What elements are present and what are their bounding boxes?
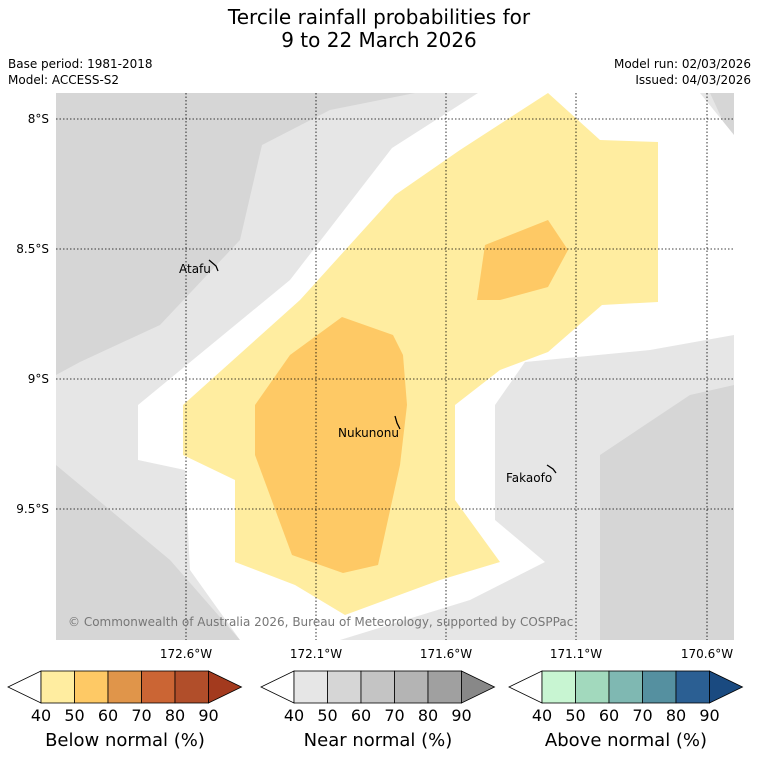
lat-label-9s: 9°S xyxy=(28,372,49,386)
above-normal-colorbar-segment xyxy=(575,670,610,704)
place-label-atafu: Atafu xyxy=(179,262,211,276)
near-normal-colorbar-tick-label: 60 xyxy=(350,706,372,725)
near-normal-colorbar xyxy=(260,670,496,704)
lat-label-8s: 8°S xyxy=(28,112,49,126)
near-normal-colorbar-over-arrow xyxy=(461,670,496,704)
below-normal-50-region-north xyxy=(477,220,568,300)
below-normal-colorbar-segment xyxy=(141,670,176,704)
near-normal-colorbar-segment xyxy=(293,670,328,704)
above-normal-label: Above normal (%) xyxy=(544,730,708,751)
near-normal-colorbar-tick-label: 80 xyxy=(417,706,439,725)
lat-label-8-5s: 8.5°S xyxy=(16,242,49,256)
probability-contours xyxy=(56,93,734,640)
above-normal-colorbar-segment xyxy=(608,670,643,704)
model-run-text: Model run: 02/03/2026 xyxy=(613,57,751,71)
above-normal-colorbar-tick-label: 40 xyxy=(531,706,553,725)
above-normal-colorbar-tick-label: 70 xyxy=(632,706,653,725)
near-normal-colorbar-segment xyxy=(327,670,362,704)
place-label-nukunonu: Nukunonu xyxy=(338,426,399,440)
above-normal-colorbar-segment xyxy=(541,670,576,704)
below-normal-colorbar-segment xyxy=(107,670,142,704)
below-normal-label: Below normal (%) xyxy=(45,730,205,751)
near-normal-colorbar-segment xyxy=(360,670,395,704)
near-normal-colorbar-tick-label: 90 xyxy=(451,706,472,725)
copyright-text: © Commonwealth of Australia 2026, Bureau… xyxy=(68,615,573,629)
below-normal-colorbar-under-arrow xyxy=(7,670,42,704)
fakaofo-island-marker xyxy=(546,464,557,474)
above-normal-colorbar-segment xyxy=(642,670,677,704)
near-normal-colorbar-tick-label: 70 xyxy=(384,706,405,725)
near-normal-colorbar-under-arrow xyxy=(260,670,295,704)
below-normal-colorbar-segment xyxy=(74,670,109,704)
near-normal-colorbar-tick-label: 40 xyxy=(283,706,305,725)
near-normal-colorbar-segment xyxy=(394,670,429,704)
place-label-fakaofo: Fakaofo xyxy=(506,471,552,485)
above-normal-colorbar-segment xyxy=(675,670,710,704)
below-normal-colorbar xyxy=(7,670,243,704)
above-normal-colorbar-tick-label: 80 xyxy=(665,706,687,725)
near-normal-colorbar-segment xyxy=(427,670,462,704)
above-normal-colorbar-under-arrow xyxy=(508,670,543,704)
chart-title-line2: 9 to 22 March 2026 xyxy=(281,28,477,52)
below-normal-colorbar-tick-label: 40 xyxy=(30,706,52,725)
below-normal-colorbar-tick-label: 60 xyxy=(97,706,119,725)
lon-label-172-6w: 172.6°W xyxy=(160,647,212,661)
near-normal-label: Near normal (%) xyxy=(303,730,453,751)
below-normal-colorbar-tick-label: 50 xyxy=(64,706,85,725)
gridlines xyxy=(56,93,734,640)
above-normal-colorbar-tick-label: 90 xyxy=(699,706,720,725)
atafu-island-marker xyxy=(208,259,219,272)
lon-label-171-6w: 171.6°W xyxy=(420,647,472,661)
below-normal-colorbar-tick-label: 90 xyxy=(198,706,219,725)
below-normal-colorbar-over-arrow xyxy=(208,670,243,704)
issued-text: Issued: 04/03/2026 xyxy=(635,73,751,87)
lon-label-171-1w: 171.1°W xyxy=(550,647,602,661)
lat-label-9-5s: 9.5°S xyxy=(16,502,49,516)
above-normal-colorbar-tick-label: 50 xyxy=(565,706,586,725)
base-period-text: Base period: 1981-2018 xyxy=(8,57,153,71)
below-normal-colorbar-tick-label: 80 xyxy=(164,706,186,725)
nukunonu-island-marker xyxy=(394,415,401,430)
lon-label-172-1w: 172.1°W xyxy=(290,647,342,661)
below-normal-colorbar-segment xyxy=(40,670,75,704)
above-normal-colorbar xyxy=(508,670,744,704)
model-text: Model: ACCESS-S2 xyxy=(8,73,120,87)
below-normal-colorbar-tick-label: 70 xyxy=(131,706,152,725)
below-normal-colorbar-segment xyxy=(174,670,209,704)
above-normal-colorbar-tick-label: 60 xyxy=(598,706,620,725)
near-normal-colorbar-tick-label: 50 xyxy=(317,706,338,725)
above-normal-colorbar-over-arrow xyxy=(709,670,744,704)
chart-title-line1: Tercile rainfall probabilities for xyxy=(227,5,531,29)
lon-label-170-6w: 170.6°W xyxy=(681,647,733,661)
